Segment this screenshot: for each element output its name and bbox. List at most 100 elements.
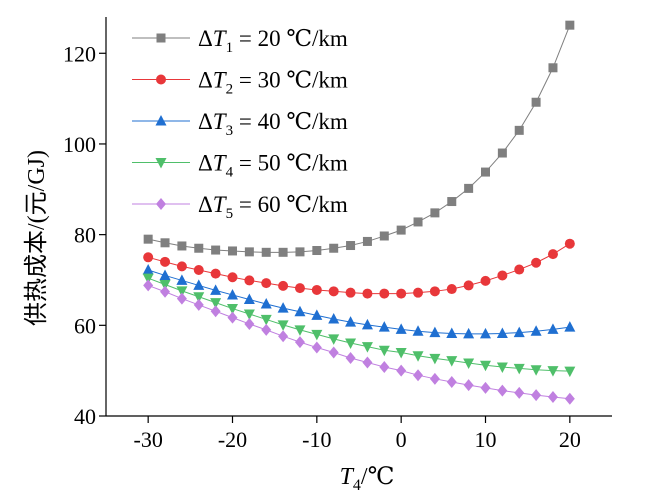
x-axis-title-sub: 4 <box>353 477 361 494</box>
series-1-point <box>413 217 423 227</box>
series-5-point <box>345 351 356 364</box>
series-1-point <box>143 234 153 244</box>
series-3-point <box>210 284 222 295</box>
series-4-point <box>159 280 171 291</box>
series-1-point <box>531 97 541 107</box>
legend-label-var: T <box>213 68 228 93</box>
x-tick-label: 20 <box>559 427 581 452</box>
series-1-point <box>261 247 271 257</box>
legend-label: ΔT5 = 60 ℃/km <box>198 192 348 222</box>
series-1-point <box>514 125 524 135</box>
series-3-point <box>463 327 475 339</box>
series-3-point <box>260 298 272 309</box>
series-1-point <box>312 246 322 256</box>
series-4-point <box>345 338 357 350</box>
legend-label-sub: 2 <box>226 82 234 98</box>
series-1-point <box>447 197 457 207</box>
series-1-point <box>379 231 389 241</box>
series-1-point <box>464 183 474 193</box>
legend-swatch-marker <box>156 74 166 85</box>
series-1-point <box>244 247 254 257</box>
series-5-point <box>362 356 373 369</box>
series-2-point <box>311 284 322 295</box>
legend-label-var: T <box>213 192 228 217</box>
series-1-point <box>177 241 187 251</box>
series-5-point <box>446 375 457 388</box>
series-4-point <box>480 360 491 372</box>
series-4-point <box>513 363 525 375</box>
legend-label: ΔT3 = 40 ℃/km <box>198 109 348 139</box>
legend-swatch-marker <box>156 198 166 210</box>
series-4-point <box>210 298 222 309</box>
legend-label-prefix: Δ <box>198 109 213 134</box>
series-4-point <box>193 292 205 303</box>
series-2-point <box>480 275 491 286</box>
y-ticks: 40 60 80 100 120 <box>63 41 106 429</box>
series-5-point <box>160 285 171 298</box>
series-2-point <box>463 280 474 291</box>
series-1-point <box>481 167 490 177</box>
series-4-point <box>294 325 306 336</box>
series-2-point <box>379 288 390 299</box>
series-2-point <box>244 275 255 286</box>
series-2-point <box>446 284 457 295</box>
legend-item-3: ΔT3 = 40 ℃/km <box>132 109 348 139</box>
series-5-point <box>480 381 491 394</box>
series-1-point <box>565 20 575 30</box>
x-tick-label: -10 <box>302 427 331 452</box>
x-axis-title-var: T <box>340 464 355 490</box>
series-5-point <box>328 346 339 359</box>
series-3-point <box>412 325 424 336</box>
series-4-point <box>361 342 373 353</box>
series-2-point <box>227 272 238 283</box>
series-2-point <box>261 278 272 289</box>
series-4-point <box>412 351 424 362</box>
series-2-point <box>193 265 204 276</box>
series-5 <box>143 279 575 405</box>
series-3-point <box>193 279 205 290</box>
series-3-point <box>530 325 542 336</box>
y-tick-label: 40 <box>74 404 96 429</box>
legend-label-prefix: Δ <box>198 192 213 217</box>
legend-label: ΔT1 = 20 ℃/km <box>198 26 348 56</box>
series-3-point <box>564 321 576 332</box>
series-5-point <box>143 279 154 292</box>
series-3-point <box>294 305 306 317</box>
series-4-point <box>260 314 272 326</box>
legend-item-4: ΔT4 = 50 ℃/km <box>132 151 348 181</box>
series-1-point <box>295 247 305 257</box>
series-4-point <box>328 334 340 345</box>
series-2-point <box>564 238 575 249</box>
series-3-point <box>311 309 323 320</box>
series-1-point <box>329 243 339 253</box>
series-4-point <box>496 362 508 374</box>
series-1-line <box>148 24 571 253</box>
series-3 <box>142 264 576 339</box>
series-1-point <box>160 238 170 248</box>
series-4-point <box>446 356 458 367</box>
series-4-line <box>147 277 570 372</box>
series-3-point <box>496 327 508 338</box>
series-5-point <box>278 330 289 343</box>
legend-label-prefix: Δ <box>198 151 213 176</box>
series-1-point <box>211 245 221 255</box>
series-4 <box>142 273 576 378</box>
series-5-point <box>429 372 440 385</box>
series-1-point <box>278 247 288 257</box>
series-2 <box>143 238 575 299</box>
legend-label-suffix: = 40 ℃/km <box>233 109 348 134</box>
series-4-point <box>311 329 323 341</box>
series-3-point <box>513 326 525 338</box>
x-axis-title-unit: /℃ <box>361 464 395 490</box>
series-2-point <box>328 286 339 297</box>
series-4-point <box>530 365 542 376</box>
legend-swatch-marker <box>156 33 166 43</box>
series-3-point <box>328 312 340 324</box>
x-tick-label: -30 <box>134 427 163 452</box>
series-3-point <box>446 327 458 338</box>
legend-label-suffix: = 50 ℃/km <box>233 151 348 176</box>
series-4-point <box>547 366 559 377</box>
y-axis-title: 供热成本/(元/GJ) <box>23 150 50 326</box>
series-3-point <box>429 326 441 338</box>
